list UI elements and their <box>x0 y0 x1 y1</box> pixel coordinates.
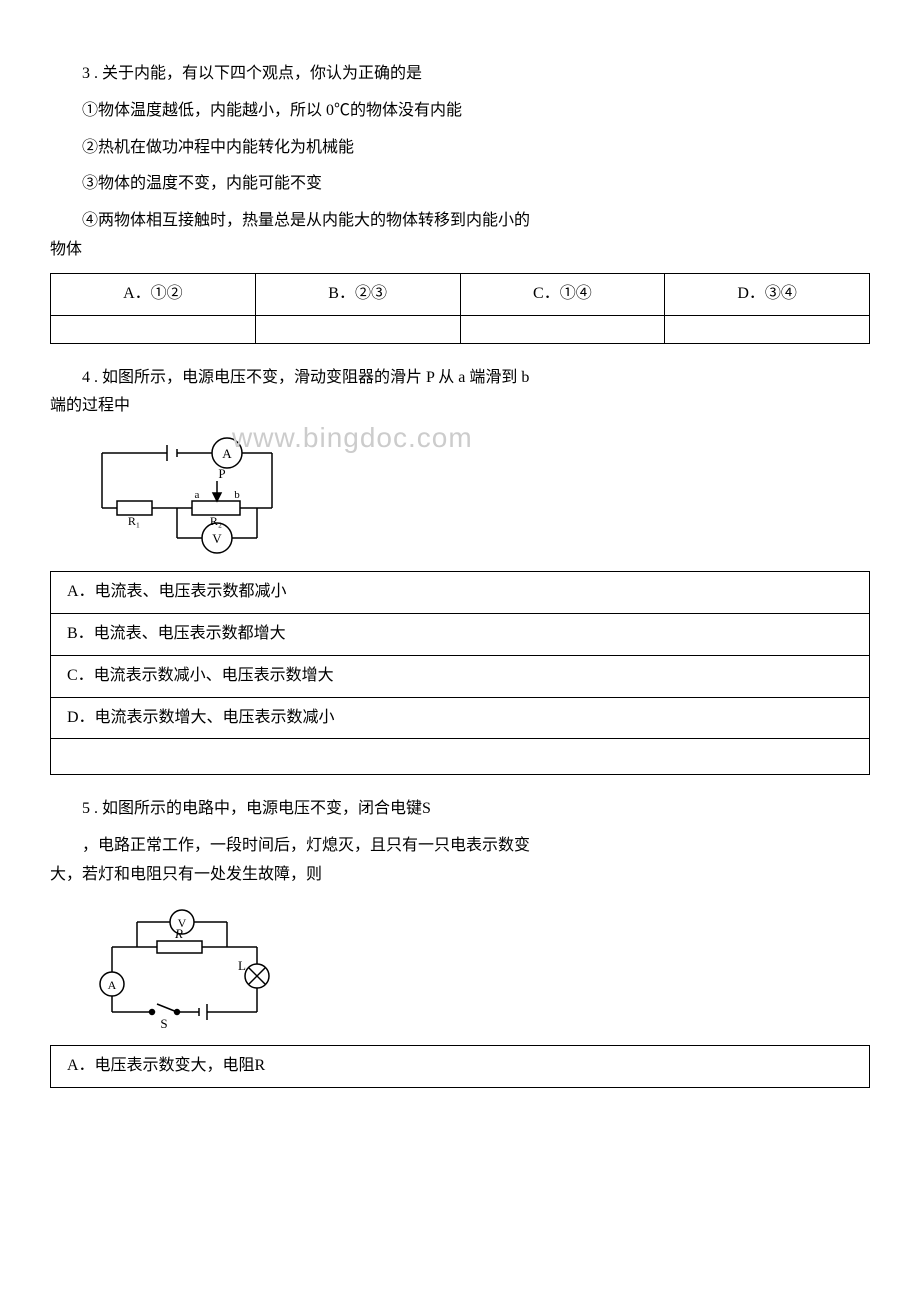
q3-option-a: A．①② <box>51 273 256 315</box>
resistor-r-label: R <box>174 926 183 941</box>
q3-statement-4-line2: 物体 <box>50 236 870 265</box>
ammeter-label: A <box>108 978 117 992</box>
q5-options-list: A．电压表示数变大，电阻R <box>50 1045 870 1088</box>
q4-prompt-line1: 4 . 如图所示，电源电压不变，滑动变阻器的滑片 P 从 a 端滑到 b <box>50 364 870 393</box>
q3-statement-1: ①物体温度越低，内能越小，所以 0℃的物体没有内能 <box>50 97 870 126</box>
switch-s-label: S <box>160 1016 167 1031</box>
q3-blank-b <box>255 315 460 343</box>
q4-option-b: B．电流表、电压表示数都增大 <box>51 613 870 655</box>
q4-circuit-diagram: A V P a b R₁ R₂ www.bingdoc.com <box>82 433 870 563</box>
q5-cont-line1: ，电路正常工作，一段时间后，灯熄灭，且只有一只电表示数变 <box>50 832 870 861</box>
q3-prompt: 3 . 关于内能，有以下四个观点，你认为正确的是 <box>50 60 870 89</box>
q4-prompt-line2: 端的过程中 <box>50 392 870 421</box>
q4-options-list: A．电流表、电压表示数都减小 B．电流表、电压表示数都增大 C．电流表示数减小、… <box>50 571 870 775</box>
q5-prompt: 5 . 如图所示的电路中，电源电压不变，闭合电键S <box>50 795 870 824</box>
voltmeter-label: V <box>212 531 222 546</box>
q3-statement-4-line1: ④两物体相互接触时，热量总是从内能大的物体转移到内能小的 <box>50 207 870 236</box>
ammeter-label: A <box>222 446 232 461</box>
terminal-b-label: b <box>234 489 240 501</box>
q4-option-a: A．电流表、电压表示数都减小 <box>51 572 870 614</box>
q3-option-c: C．①④ <box>460 273 665 315</box>
q3-blank-c <box>460 315 665 343</box>
q4-prompt: 4 . 如图所示，电源电压不变，滑动变阻器的滑片 P 从 a 端滑到 b 端的过… <box>50 364 870 422</box>
r2-label: R₂ <box>210 514 222 528</box>
q4-option-c: C．电流表示数减小、电压表示数增大 <box>51 655 870 697</box>
q4-blank-row <box>51 739 870 775</box>
q4-option-d: D．电流表示数增大、电压表示数减小 <box>51 697 870 739</box>
q3-options-table: A．①② B．②③ C．①④ D．③④ <box>50 273 870 344</box>
q3-option-d: D．③④ <box>665 273 870 315</box>
slider-p-label: P <box>218 466 225 481</box>
lamp-l-label: L <box>238 958 246 973</box>
q5-continuation: ，电路正常工作，一段时间后，灯熄灭，且只有一只电表示数变 大，若灯和电阻只有一处… <box>50 832 870 890</box>
q5-cont-line2: 大，若灯和电阻只有一处发生故障，则 <box>50 861 870 890</box>
q3-statement-2: ②热机在做功冲程中内能转化为机械能 <box>50 134 870 163</box>
terminal-a-label: a <box>195 489 200 501</box>
q5-circuit-diagram: V R L A S <box>82 902 870 1037</box>
r1-label: R₁ <box>128 514 140 528</box>
q3-statement-3: ③物体的温度不变，内能可能不变 <box>50 170 870 199</box>
q3-blank-d <box>665 315 870 343</box>
q3-statement-4: ④两物体相互接触时，热量总是从内能大的物体转移到内能小的 物体 <box>50 207 870 265</box>
q3-option-b: B．②③ <box>255 273 460 315</box>
q3-blank-a <box>51 315 256 343</box>
q5-option-a: A．电压表示数变大，电阻R <box>51 1045 870 1087</box>
